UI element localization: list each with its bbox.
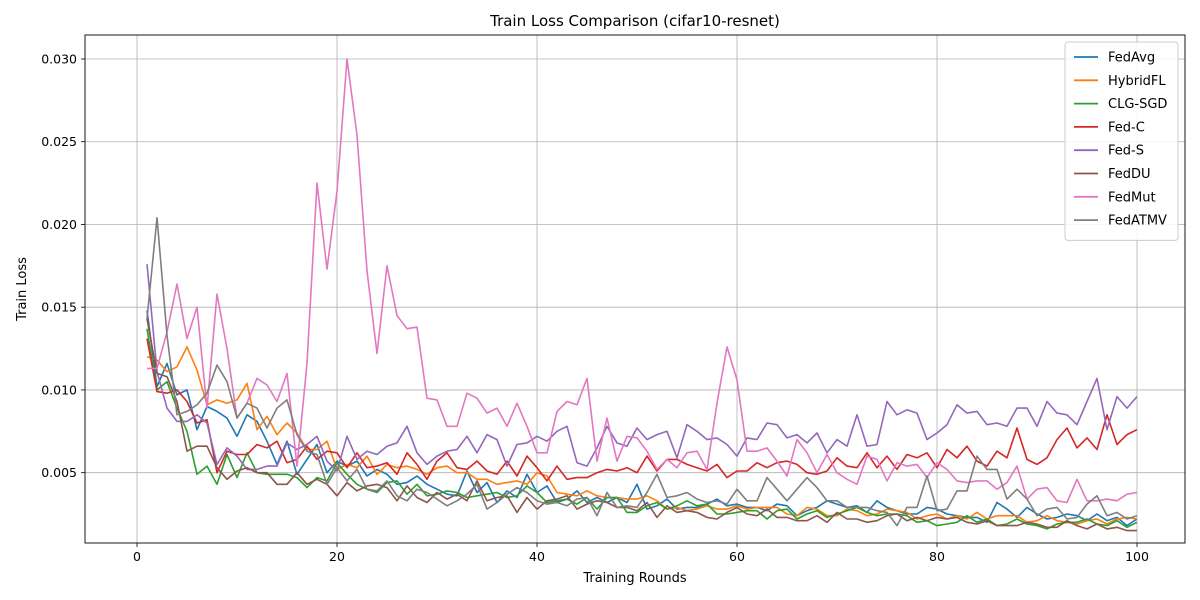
grid-lines (85, 35, 1185, 543)
series-line-hybridfl (146, 346, 1138, 525)
x-tick-label: 40 (529, 549, 545, 564)
y-tick-label: 0.010 (41, 382, 77, 397)
x-tick-label: 20 (329, 549, 345, 564)
legend-label: FedMut (1108, 190, 1156, 205)
legend-box (1064, 41, 1179, 241)
legend-label: Fed-S (1108, 144, 1144, 159)
series-line-fedatmv (146, 217, 1138, 527)
y-axis-label: Train Loss (15, 257, 30, 322)
axis-ticks: 0 20 40 60 80 100 0.005 0.010 0.015 0.020 0.025 0.0… (41, 51, 1149, 564)
series-line-fed-s (146, 264, 1138, 472)
legend-label: FedDU (1108, 167, 1151, 182)
legend-label: Fed-C (1108, 120, 1145, 135)
chart-title: Train Loss Comparison (cifar10-resnet) (489, 12, 780, 30)
y-tick-label: 0.005 (41, 465, 77, 480)
legend-label: CLG-SGD (1108, 97, 1167, 112)
x-tick-label: 60 (729, 549, 745, 564)
plot-frame (84, 34, 1186, 544)
x-tick-label: 80 (929, 549, 945, 564)
y-tick-label: 0.015 (41, 300, 77, 315)
x-tick-label: 100 (1125, 549, 1149, 564)
y-tick-label: 0.030 (41, 51, 77, 66)
y-tick-label: 0.025 (41, 134, 77, 149)
x-axis-label: Training Rounds (582, 571, 687, 586)
legend-label: FedAvg (1108, 51, 1155, 66)
y-tick-label: 0.020 (41, 217, 77, 232)
x-tick-label: 0 (133, 549, 141, 564)
legend: FedAvg HybridFL CLG-SGD Fed-C Fed-S FedDU FedM… (1064, 41, 1179, 241)
series-lines (146, 58, 1138, 532)
legend-label: FedATMV (1108, 214, 1167, 229)
series-line-fedmut (147, 58, 1138, 504)
series-line-feddu (146, 318, 1137, 532)
legend-label: HybridFL (1108, 74, 1166, 89)
plot-area (85, 35, 1185, 543)
